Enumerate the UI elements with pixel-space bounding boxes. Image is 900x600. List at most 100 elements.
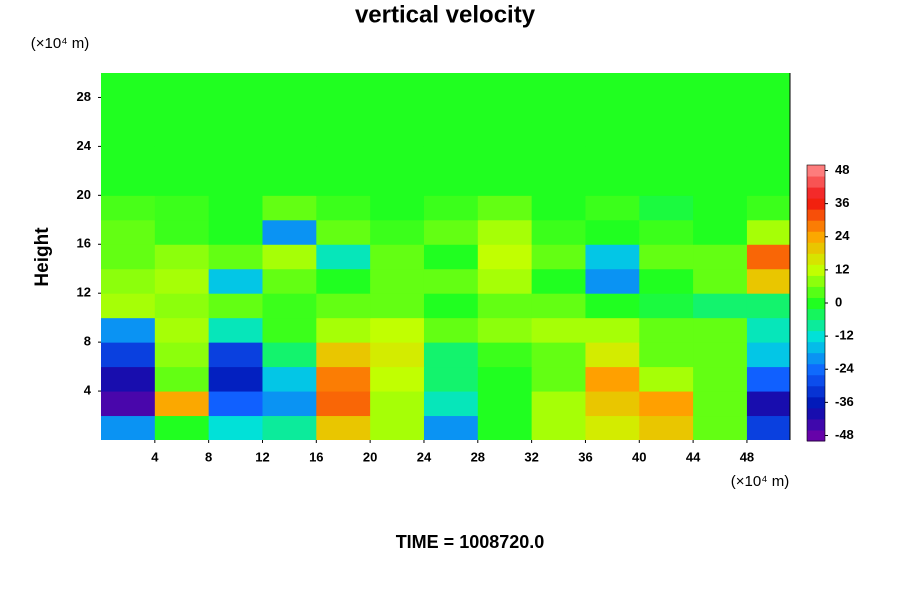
- field-cell: [208, 73, 263, 98]
- field-cell: [477, 268, 533, 294]
- field-cell: [639, 244, 694, 270]
- field-cell: [477, 73, 533, 98]
- field-cell: [370, 244, 425, 270]
- field-cell: [262, 342, 317, 368]
- field-cell: [693, 219, 748, 245]
- colorbar-band: [807, 231, 825, 243]
- colorbar-band: [807, 165, 825, 177]
- colorbar-band: [807, 418, 825, 431]
- field-cell: [423, 170, 479, 196]
- field-cell: [477, 195, 533, 221]
- x-tick-label: 28: [471, 449, 485, 464]
- field-cell: [693, 268, 748, 294]
- field-cell: [423, 195, 479, 221]
- field-cell: [101, 268, 156, 294]
- field-cell: [585, 146, 640, 172]
- field-cell: [370, 170, 425, 196]
- field-cell: [531, 268, 586, 294]
- field-cell: [101, 244, 156, 270]
- field-cell: [693, 146, 748, 172]
- field-cell: [531, 146, 586, 172]
- field-cell: [262, 268, 317, 294]
- field-cell: [316, 170, 371, 196]
- field-cell: [316, 219, 371, 245]
- field-cell: [262, 121, 317, 147]
- field-cell: [101, 219, 156, 245]
- field-cell: [154, 293, 210, 319]
- field-cell: [639, 97, 694, 123]
- field-cell: [154, 219, 210, 245]
- field-cell: [154, 97, 210, 123]
- field-cell: [585, 415, 640, 440]
- field-cell: [423, 366, 479, 392]
- field-cell: [154, 146, 210, 172]
- field-cell: [262, 391, 317, 417]
- field-cell: [585, 195, 640, 221]
- field-cell: [370, 219, 425, 245]
- field-cell: [423, 391, 479, 417]
- field-cell: [154, 268, 210, 294]
- field-cell: [101, 342, 156, 368]
- colorbar-band: [807, 209, 825, 221]
- field-cell: [208, 268, 263, 294]
- colorbar-band: [807, 363, 825, 376]
- field-cell: [208, 170, 263, 196]
- field-cell: [693, 317, 748, 343]
- x-tick-label: 8: [205, 449, 212, 464]
- field-cell: [693, 195, 748, 221]
- field-cell: [101, 293, 156, 319]
- field-cell: [531, 244, 586, 270]
- field-cell: [316, 293, 371, 319]
- field-cell: [693, 391, 748, 417]
- colorbar-band: [807, 374, 825, 387]
- colorbar-tick-label: -12: [835, 328, 854, 343]
- field-cell: [639, 268, 694, 294]
- field-cell: [370, 293, 425, 319]
- y-tick-label: 24: [77, 138, 92, 153]
- field-cell: [423, 317, 479, 343]
- field-cell: [101, 195, 156, 221]
- colorbar-band: [807, 385, 825, 398]
- field-cell: [639, 121, 694, 147]
- field-cell: [208, 415, 263, 440]
- x-tick-label: 20: [363, 449, 377, 464]
- field-cell: [370, 195, 425, 221]
- field-cell: [316, 268, 371, 294]
- field-cell: [746, 268, 790, 294]
- y-tick-label: 4: [84, 383, 92, 398]
- colorbar-band: [807, 352, 825, 365]
- field-cell: [477, 366, 533, 392]
- field-cell: [746, 219, 790, 245]
- field-cell: [423, 415, 479, 440]
- colorbar-band: [807, 297, 825, 310]
- field-cell: [262, 146, 317, 172]
- field-cell: [101, 97, 156, 123]
- field-cell: [693, 244, 748, 270]
- field-cell: [208, 293, 263, 319]
- field-cell: [423, 73, 479, 98]
- field-cell: [101, 415, 156, 440]
- field-cell: [746, 170, 790, 196]
- field-cell: [208, 391, 263, 417]
- field-cell: [477, 342, 533, 368]
- field-cell: [531, 219, 586, 245]
- field-cell: [262, 219, 317, 245]
- field-cell: [370, 146, 425, 172]
- field-cell: [639, 391, 694, 417]
- field-cell: [262, 415, 317, 440]
- field-cell: [639, 366, 694, 392]
- field-cell: [316, 415, 371, 440]
- field-cell: [423, 268, 479, 294]
- x-tick-label: 12: [255, 449, 269, 464]
- field-cell: [746, 97, 790, 123]
- field-cell: [477, 170, 533, 196]
- field-cell: [370, 415, 425, 440]
- field: [101, 73, 790, 440]
- field-cell: [639, 195, 694, 221]
- y-axis-label: Height: [32, 227, 53, 287]
- colorbar-band: [807, 264, 825, 276]
- colorbar-band: [807, 396, 825, 409]
- field-cell: [208, 366, 263, 392]
- field-cell: [639, 415, 694, 440]
